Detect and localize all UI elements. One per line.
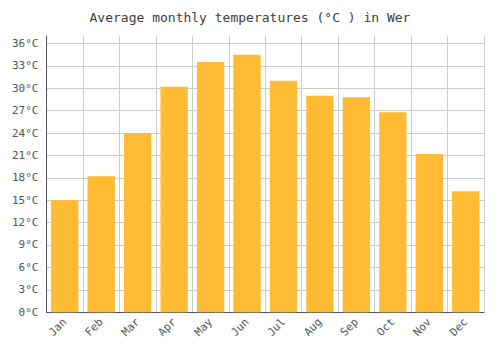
svg-text:30°C: 30°C: [12, 82, 39, 95]
svg-text:Mar: Mar: [119, 315, 142, 338]
svg-text:24°C: 24°C: [12, 127, 39, 140]
svg-text:Jul: Jul: [265, 316, 288, 339]
svg-text:Apr: Apr: [155, 315, 178, 338]
svg-text:33°C: 33°C: [12, 59, 39, 72]
svg-text:21°C: 21°C: [12, 149, 39, 162]
svg-text:May: May: [192, 315, 215, 338]
svg-text:Jun: Jun: [228, 316, 251, 339]
svg-text:18°C: 18°C: [12, 171, 39, 184]
svg-text:0°C: 0°C: [19, 306, 39, 319]
svg-text:Aug: Aug: [301, 316, 324, 339]
svg-text:Average monthly temperatures (: Average monthly temperatures (°C ) in We…: [90, 10, 411, 25]
svg-text:12°C: 12°C: [12, 216, 39, 229]
svg-text:Feb: Feb: [83, 316, 106, 339]
svg-text:9°C: 9°C: [19, 238, 39, 251]
svg-text:6°C: 6°C: [19, 261, 39, 274]
svg-text:Jan: Jan: [46, 316, 69, 339]
svg-text:Nov: Nov: [411, 315, 434, 338]
svg-text:Oct: Oct: [374, 316, 397, 339]
svg-text:3°C: 3°C: [19, 283, 39, 296]
svg-text:27°C: 27°C: [12, 104, 39, 117]
svg-text:Dec: Dec: [447, 316, 470, 339]
svg-text:15°C: 15°C: [12, 194, 39, 207]
svg-text:Sep: Sep: [338, 316, 361, 339]
svg-text:36°C: 36°C: [12, 37, 39, 50]
